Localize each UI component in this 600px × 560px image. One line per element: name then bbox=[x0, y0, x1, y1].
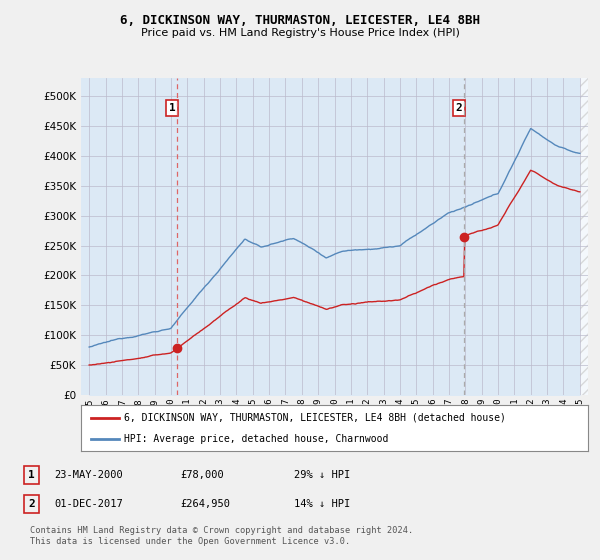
Text: 2: 2 bbox=[28, 499, 35, 509]
Text: £264,950: £264,950 bbox=[180, 499, 230, 509]
Text: Contains HM Land Registry data © Crown copyright and database right 2024.
This d: Contains HM Land Registry data © Crown c… bbox=[30, 526, 413, 546]
Text: 01-DEC-2017: 01-DEC-2017 bbox=[54, 499, 123, 509]
Text: 2: 2 bbox=[456, 103, 463, 113]
Text: 1: 1 bbox=[28, 470, 35, 480]
Text: 23-MAY-2000: 23-MAY-2000 bbox=[54, 470, 123, 480]
Text: 29% ↓ HPI: 29% ↓ HPI bbox=[294, 470, 350, 480]
Text: 14% ↓ HPI: 14% ↓ HPI bbox=[294, 499, 350, 509]
Text: £78,000: £78,000 bbox=[180, 470, 224, 480]
Text: 6, DICKINSON WAY, THURMASTON, LEICESTER, LE4 8BH (detached house): 6, DICKINSON WAY, THURMASTON, LEICESTER,… bbox=[124, 413, 506, 423]
Text: 6, DICKINSON WAY, THURMASTON, LEICESTER, LE4 8BH: 6, DICKINSON WAY, THURMASTON, LEICESTER,… bbox=[120, 14, 480, 27]
Text: Price paid vs. HM Land Registry's House Price Index (HPI): Price paid vs. HM Land Registry's House … bbox=[140, 28, 460, 38]
Text: 1: 1 bbox=[169, 103, 176, 113]
Text: HPI: Average price, detached house, Charnwood: HPI: Average price, detached house, Char… bbox=[124, 435, 388, 444]
